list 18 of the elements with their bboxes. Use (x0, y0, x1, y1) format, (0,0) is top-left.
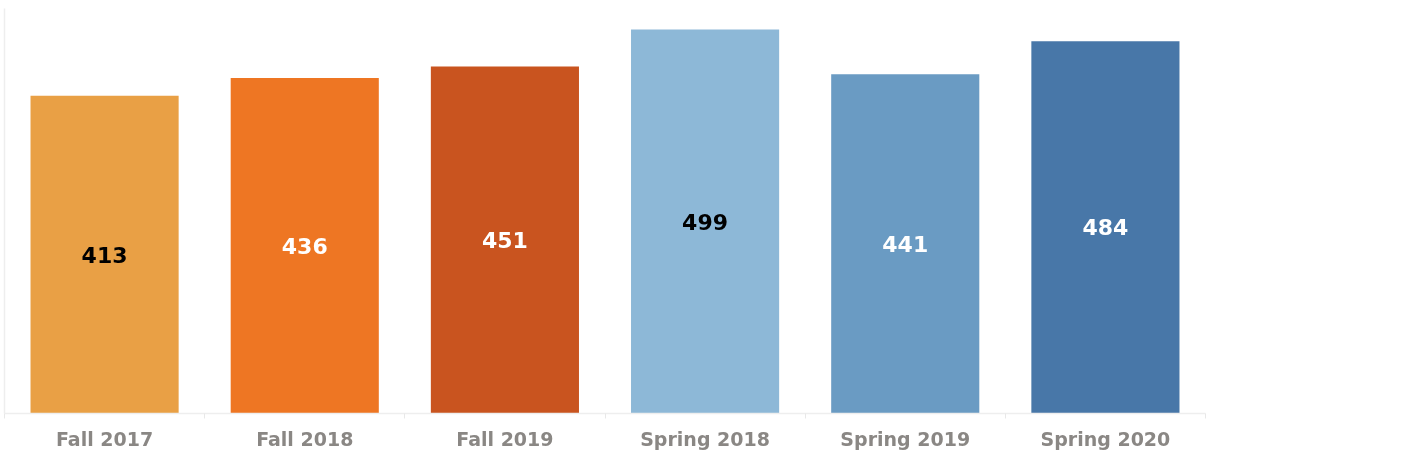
bar (831, 74, 980, 414)
data-label: 436 (281, 233, 328, 259)
bar (430, 66, 579, 414)
x-tick-label: Fall 2017 (55, 427, 154, 450)
data-label: 484 (1082, 215, 1129, 241)
bar (1031, 41, 1180, 414)
data-label: 451 (481, 228, 528, 254)
x-tick-label: Fall 2018 (256, 427, 354, 450)
bar (30, 95, 179, 414)
x-tick-label: Spring 2020 (1040, 427, 1171, 450)
x-tick-label: Spring 2018 (640, 427, 770, 450)
x-tick-label: Fall 2019 (456, 427, 554, 450)
data-label: 413 (81, 242, 128, 268)
bar (631, 29, 780, 414)
bar (230, 78, 379, 414)
x-tick-label: Spring 2019 (840, 427, 971, 450)
data-label: 499 (682, 209, 729, 235)
data-label: 441 (882, 231, 929, 257)
